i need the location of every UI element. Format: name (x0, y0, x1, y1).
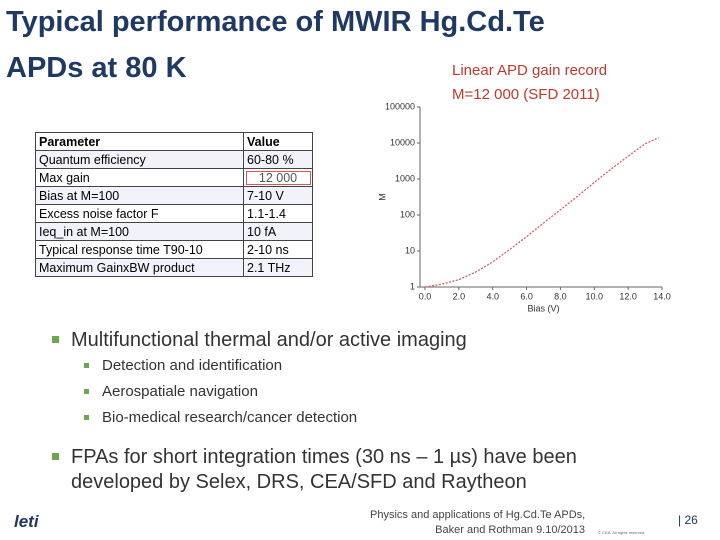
annotation: M=12 000 (SFD 2011) (452, 86, 600, 103)
table-cell: Max gain (35, 168, 244, 187)
x-tick-label: 12.0 (619, 291, 637, 301)
y-tick-label: 1 (410, 281, 415, 291)
table-row: Bias at M=100 7-10 V (35, 186, 313, 205)
y-tick-label: 1000 (395, 173, 415, 183)
table-cell: 1.1-1.4 (243, 204, 313, 223)
table-cell: 60-80 % (243, 150, 313, 169)
sub-bullet-text: Aerospatiale navigation (102, 383, 258, 400)
y-tick-label: 10 (405, 245, 415, 255)
table-cell: Bias at M=100 (35, 186, 244, 205)
y-tick-label: 100 (400, 209, 415, 219)
x-tick-label: 6.0 (520, 291, 533, 301)
page-number: | 26 (678, 513, 698, 527)
x-axis-label: Bias (V) (527, 303, 559, 313)
table-cell: 2.1 THz (243, 258, 313, 277)
table-row: Excess noise factor F 1.1-1.4 (35, 204, 313, 223)
citation: Physics and applications of Hg.Cd.Te APD… (370, 509, 586, 521)
sub-bullet-text: Detection and identification (102, 357, 283, 374)
y-tick-label: 10000 (390, 137, 415, 147)
sub-bullet-marker (84, 363, 89, 368)
bullet-marker (52, 336, 59, 343)
table-row: Maximum GainxBW product 2.1 THz (35, 258, 313, 277)
citation: Baker and Rothman 9.10/2013 (435, 524, 585, 536)
x-tick-label: 2.0 (453, 291, 466, 301)
sub-bullet-text: Bio-medical research/cancer detection (102, 409, 358, 426)
curve (424, 137, 659, 288)
x-tick-label: 10.0 (586, 291, 604, 301)
table-cell: 7-10 V (243, 186, 313, 205)
x-tick-label: 4.0 (486, 291, 499, 301)
table-row: Max gain 12 000 (35, 168, 313, 187)
x-tick-label: 0.0 (419, 291, 432, 301)
logo: leti (14, 512, 39, 531)
x-tick-label: 8.0 (554, 291, 567, 301)
bullet-marker (52, 453, 59, 460)
title-line: APDs at 80 K (6, 52, 187, 84)
annotation: Linear APD gain record (452, 62, 608, 79)
table-cell: Typical response time T90-10 (35, 240, 244, 259)
table-cell: Maximum GainxBW product (35, 258, 244, 277)
table-cell: 10 fA (243, 222, 313, 241)
sub-bullet-marker (84, 415, 89, 420)
table-row: Ieq_in at M=100 10 fA (35, 222, 313, 241)
header-cell: Parameter (35, 132, 244, 151)
x-tick-label: 14.0 (653, 291, 671, 301)
table-header: Parameter Value (35, 132, 313, 151)
bullet-text: FPAs for short integration times (30 ns … (71, 446, 577, 493)
table-cell: Excess noise factor F (35, 204, 244, 223)
y-tick-label: 100000 (385, 101, 415, 111)
bullet-text: Multifunctional thermal and/or active im… (71, 329, 467, 351)
title-line: Typical performance of MWIR Hg.Cd.Te (6, 6, 545, 38)
table-cell: Ieq_in at M=100 (35, 222, 244, 241)
y-axis-label: M (377, 193, 387, 201)
table: Parameter Value Quantum efficiency 60-80 % M… (35, 132, 313, 277)
copyright: © CEA. All rights reserved (598, 530, 645, 535)
sub-bullet-marker (84, 389, 89, 394)
